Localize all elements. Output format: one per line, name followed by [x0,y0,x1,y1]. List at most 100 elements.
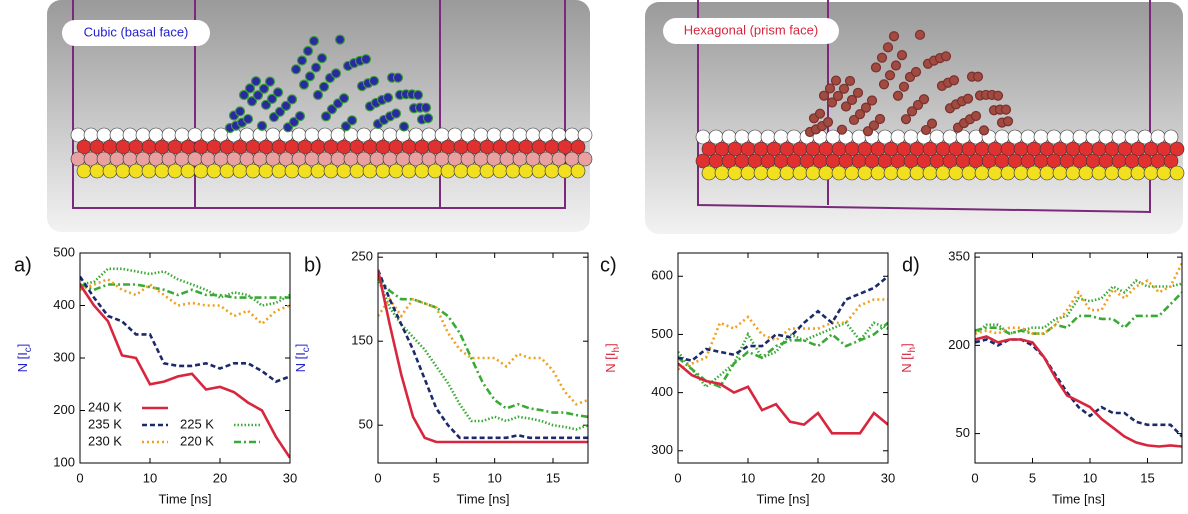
atom [414,90,423,99]
y-axis-label: N [Ih] [899,343,917,372]
y-axis-label-part: ] [603,343,618,347]
atom [578,128,592,142]
atom [923,166,937,180]
atom [467,164,481,178]
y-tick-label: 400 [53,297,75,312]
y-tick-label: 500 [651,326,673,341]
panel-label: a) [14,254,32,276]
series-line [80,269,290,306]
atom [298,56,307,65]
atom [392,109,401,118]
atom [571,164,585,178]
atom [1001,166,1015,180]
series-line [678,300,888,370]
x-tick-label: 10 [487,470,501,485]
image-label: Hexagonal (prism face) [684,22,818,37]
atom [754,166,768,180]
x-tick-label: 5 [433,470,440,485]
series-line [80,285,290,298]
atom [532,164,546,178]
atom [884,166,898,180]
atom [233,164,247,178]
atom [266,77,275,86]
atom [868,96,877,105]
atom [854,88,863,97]
atom [832,166,846,180]
atom [897,166,911,180]
atom [506,164,520,178]
atom [168,164,182,178]
y-axis-label-part: ] [15,344,30,348]
atom [272,164,286,178]
atom [1170,166,1184,180]
x-tick-label: 15 [546,470,560,485]
atom [428,164,442,178]
atom [878,53,887,62]
y-axis-label-part: N [I [899,352,914,372]
atom [886,71,895,80]
atom [928,119,937,128]
atom [519,164,533,178]
atom [1157,166,1171,180]
series-line [975,281,1182,334]
atom [312,63,321,72]
series-line [975,337,1182,447]
atom [314,91,323,100]
series-line [80,285,290,458]
atom [832,76,841,85]
atom [858,166,872,180]
atom [894,91,903,100]
atom [793,166,807,180]
series-line [678,364,888,434]
series-line [975,340,1182,437]
atom [949,166,963,180]
x-tick-label: 20 [213,470,227,485]
atom [715,166,729,180]
plot-frame [975,253,1182,463]
y-axis-label-part: ] [293,344,308,348]
y-axis-label-part: N [I [603,352,618,372]
atom [422,103,431,112]
y-tick-label: 100 [53,454,75,469]
atom [1066,166,1080,180]
atom [1144,166,1158,180]
atom [90,164,104,178]
atom [1027,166,1041,180]
x-axis-label: Time [ns] [757,491,810,506]
atom [332,69,341,78]
series-line [678,323,888,387]
atom [1118,166,1132,180]
atom [845,166,859,180]
atom [872,63,881,72]
y-tick-label: 600 [651,268,673,283]
atom [376,164,390,178]
atom [916,30,925,39]
panel-label: c) [600,254,617,276]
atom [454,164,468,178]
y-tick-label: 200 [53,402,75,417]
panel-label: b) [304,254,322,276]
atom [545,164,559,178]
atom [288,95,297,104]
y-tick-label: 50 [359,417,373,432]
x-tick-label: 0 [76,470,83,485]
atom [384,93,393,102]
atom [1131,166,1145,180]
atom [840,84,849,93]
atom [920,95,929,104]
y-tick-label: 300 [53,349,75,364]
panel-label: d) [902,254,920,276]
atom [493,164,507,178]
atom [320,82,329,91]
x-axis-label: Time [ns] [457,491,510,506]
atom [298,164,312,178]
atom [142,164,156,178]
atom [972,112,981,121]
atom [824,118,833,127]
x-tick-label: 30 [283,470,297,485]
atom [826,84,835,93]
atom [252,77,261,86]
y-tick-label: 200 [948,337,970,352]
atom [129,164,143,178]
y-tick-label: 350 [948,249,970,264]
